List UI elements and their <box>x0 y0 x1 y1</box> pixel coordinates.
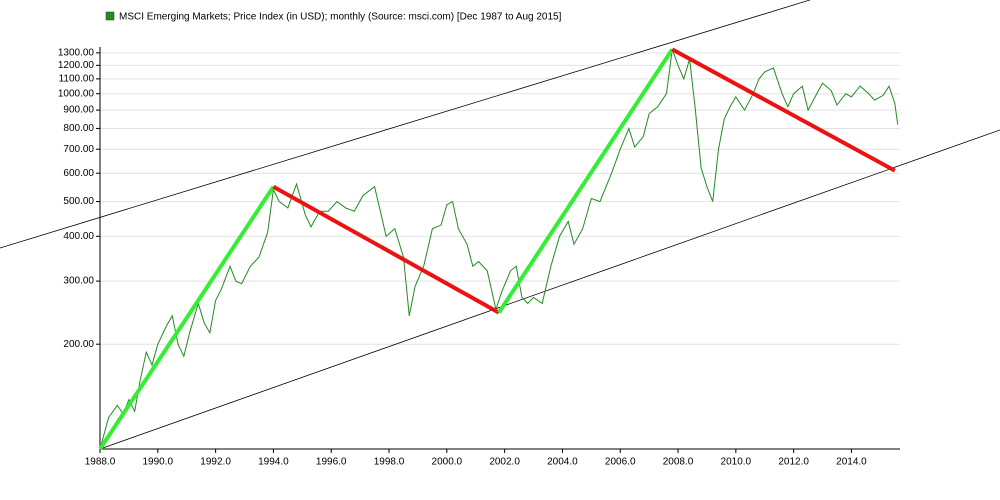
y-tick-label: 600.00 <box>63 168 94 179</box>
y-tick-label: 400.00 <box>63 231 94 242</box>
x-tick-label: 2000.0 <box>432 457 463 468</box>
legend-label: MSCI Emerging Markets; Price Index (in U… <box>119 12 562 23</box>
trend-line <box>272 185 500 315</box>
price-line <box>99 49 899 450</box>
x-tick-label: 1994.0 <box>258 457 289 468</box>
x-tick-label: 1998.0 <box>374 457 405 468</box>
x-tick-label: 2010.0 <box>721 457 752 468</box>
y-tick-label: 300.00 <box>63 276 94 287</box>
x-tick-label: 2014.0 <box>836 457 867 468</box>
x-tick-label: 1990.0 <box>143 457 174 468</box>
x-tick-label: 2004.0 <box>547 457 578 468</box>
x-tick-label: 2012.0 <box>778 457 809 468</box>
y-tick-label: 200.00 <box>63 339 94 350</box>
x-tick-label: 2006.0 <box>605 457 636 468</box>
y-tick-label: 700.00 <box>63 144 94 155</box>
y-tick-label: 1300.00 <box>58 48 95 59</box>
x-tick-label: 1996.0 <box>316 457 347 468</box>
y-tick-label: 800.00 <box>63 123 94 134</box>
y-tick-label: 1000.00 <box>58 88 95 99</box>
channel-line <box>0 0 811 249</box>
x-tick-label: 1988.0 <box>85 457 116 468</box>
trend-line <box>98 185 276 451</box>
legend-swatch <box>105 11 115 21</box>
x-tick-label: 2002.0 <box>489 457 520 468</box>
trend-line <box>671 47 896 173</box>
channel-line <box>99 129 1000 450</box>
y-tick-label: 1200.00 <box>58 60 95 71</box>
y-tick-label: 900.00 <box>63 105 94 116</box>
x-tick-label: 1992.0 <box>200 457 231 468</box>
trend-line <box>497 48 674 314</box>
x-tick-label: 2008.0 <box>663 457 694 468</box>
y-tick-label: 1100.00 <box>59 74 95 85</box>
y-tick-label: 500.00 <box>63 196 94 207</box>
